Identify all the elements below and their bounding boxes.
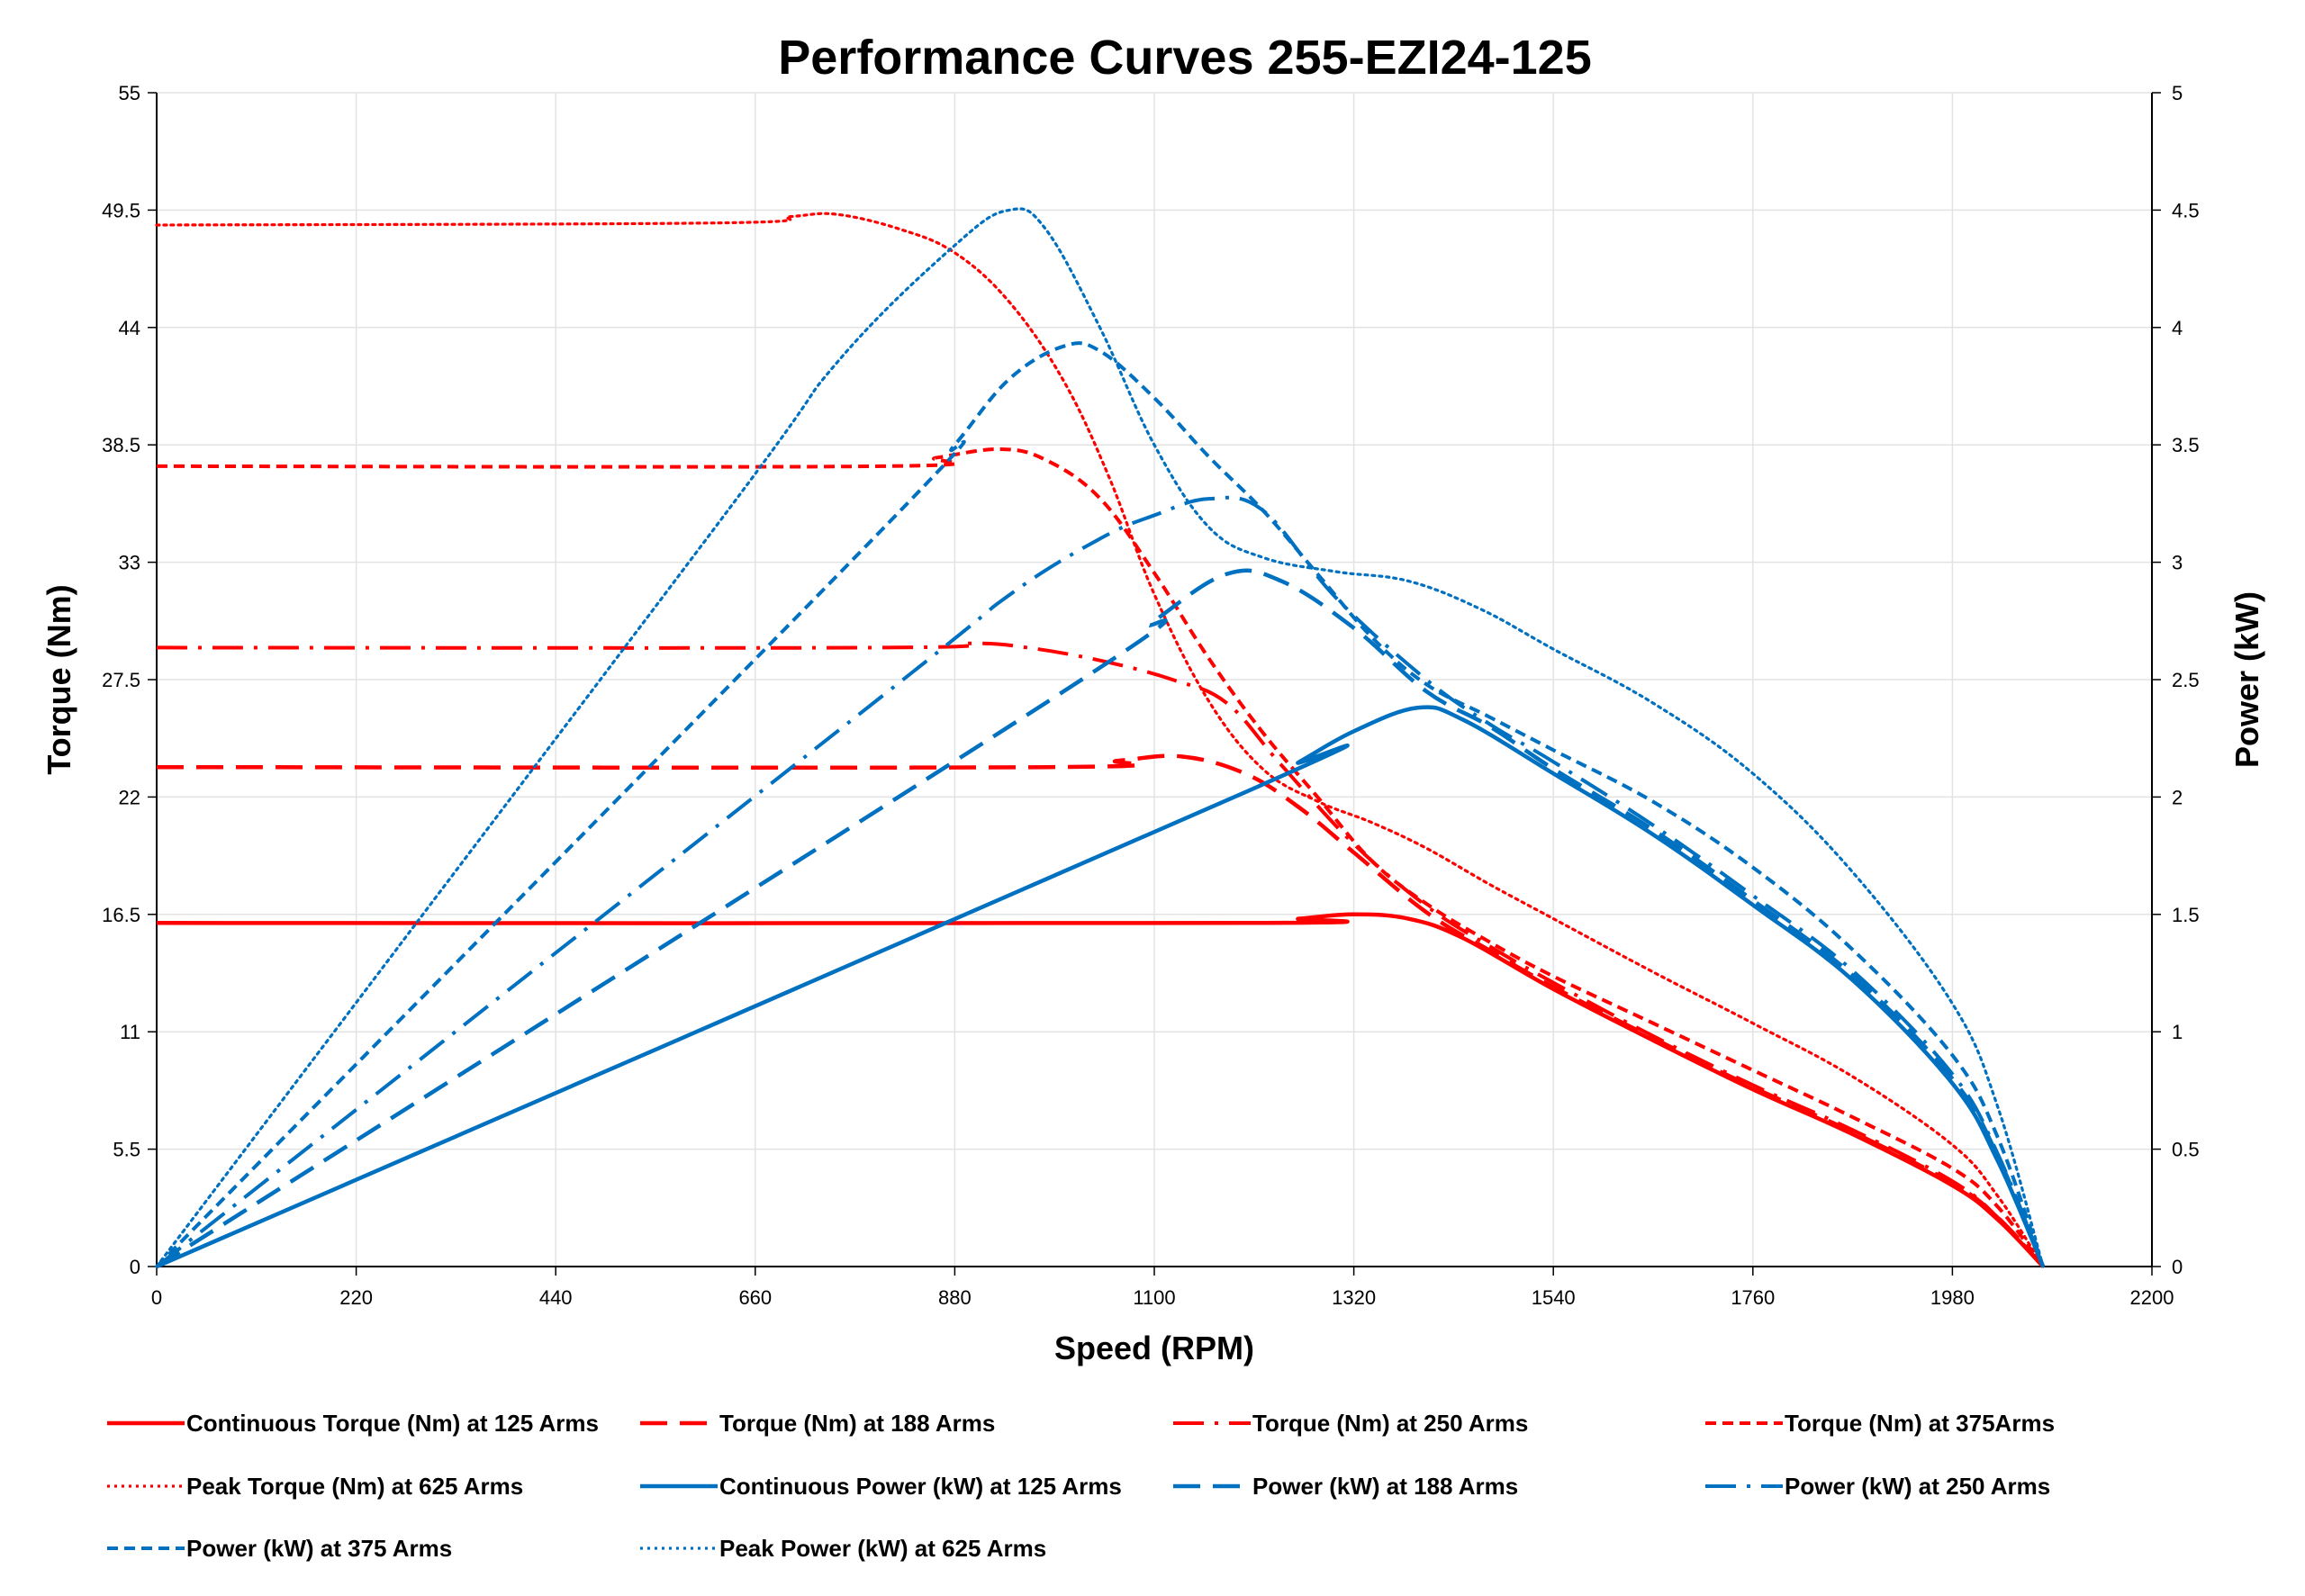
x-tick-label: 1760 xyxy=(1731,1286,1775,1309)
legend-label: Continuous Power (kW) at 125 Arms xyxy=(719,1473,1122,1500)
y-tick-label: 11 xyxy=(120,1021,140,1043)
y-tick-label: 0 xyxy=(130,1256,140,1278)
y2-tick-label: 1 xyxy=(2172,1021,2183,1043)
x-tick-label: 220 xyxy=(339,1286,373,1309)
y2-tick-label: 2.5 xyxy=(2172,669,2200,691)
y2-axis-title: Power (kW) xyxy=(2228,591,2265,768)
series-line-torque-nm-at-375arms xyxy=(156,446,2045,1268)
legend-label: Power (kW) at 250 Arms xyxy=(1785,1473,2050,1500)
legend-label: Continuous Torque (Nm) at 125 Arms xyxy=(186,1410,599,1437)
y-tick-label: 38.5 xyxy=(102,434,140,456)
y-tick-label: 16.5 xyxy=(102,904,140,926)
x-tick-label: 440 xyxy=(539,1286,573,1309)
series-line-continuous-power-kw-at-125-arms xyxy=(156,705,2046,1269)
legend: Continuous Torque (Nm) at 125 Arms Torque… xyxy=(107,1410,2055,1562)
y2-tick-label: 1.5 xyxy=(2172,904,2200,926)
chart-title: Performance Curves 255-EZI24-125 xyxy=(778,31,1591,85)
y2-tick-label: 2 xyxy=(2172,786,2183,808)
y-tick-label: 33 xyxy=(119,552,140,574)
series-line-torque-nm-at-188-arms xyxy=(156,753,2045,1268)
y2-tick-label: 0.5 xyxy=(2172,1139,2200,1161)
y2-tick-label: 4 xyxy=(2172,317,2183,339)
y2-tick-label: 0 xyxy=(2172,1256,2183,1278)
legend-label: Peak Torque (Nm) at 625 Arms xyxy=(186,1473,523,1500)
series-line-peak-torque-nm-at-625-arms xyxy=(155,212,2045,1268)
y-tick-label: 44 xyxy=(119,317,140,339)
series-line-torque-nm-at-250-arms xyxy=(156,641,2045,1268)
series-line-power-kw-at-375-arms xyxy=(155,341,2046,1268)
y-axis-title: Torque (Nm) xyxy=(41,584,77,774)
legend-label: Power (kW) at 375 Arms xyxy=(186,1535,452,1562)
y2-tick-label: 3 xyxy=(2172,552,2183,574)
y-tick-label: 22 xyxy=(119,786,140,808)
x-axis-title: Speed (RPM) xyxy=(1054,1330,1254,1366)
x-tick-label: 1100 xyxy=(1133,1286,1175,1309)
x-tick-label: 1980 xyxy=(1930,1286,1975,1309)
y2-tick-label: 4.5 xyxy=(2172,199,2200,221)
legend-label: Torque (Nm) at 250 Arms xyxy=(1252,1410,1528,1437)
y-tick-label: 55 xyxy=(119,82,140,104)
series-line-peak-power-kw-at-625-arms xyxy=(155,207,2045,1268)
y2-tick-label: 3.5 xyxy=(2172,434,2200,456)
series-lines xyxy=(155,207,2046,1269)
x-tick-label: 1320 xyxy=(1332,1286,1376,1309)
legend-label: Torque (Nm) at 375Arms xyxy=(1785,1410,2055,1437)
legend-label: Torque (Nm) at 188 Arms xyxy=(719,1410,995,1437)
x-tick-label: 880 xyxy=(938,1286,972,1309)
legend-label: Peak Power (kW) at 625 Arms xyxy=(719,1535,1046,1562)
y-tick-label: 27.5 xyxy=(102,669,140,691)
series-line-power-kw-at-250-arms xyxy=(155,495,2045,1268)
y-tick-label: 5.5 xyxy=(113,1139,140,1161)
series-line-power-kw-at-188-arms xyxy=(155,568,2046,1268)
x-tick-label: 2200 xyxy=(2130,1286,2174,1309)
gridlines xyxy=(157,92,2153,1267)
y2-tick-label: 5 xyxy=(2172,82,2183,104)
x-tick-label: 660 xyxy=(738,1286,772,1309)
x-tick-label: 1540 xyxy=(1532,1286,1576,1309)
y-tick-label: 49.5 xyxy=(102,199,140,221)
x-tick-label: 0 xyxy=(151,1286,162,1309)
legend-label: Power (kW) at 188 Arms xyxy=(1252,1473,1518,1500)
